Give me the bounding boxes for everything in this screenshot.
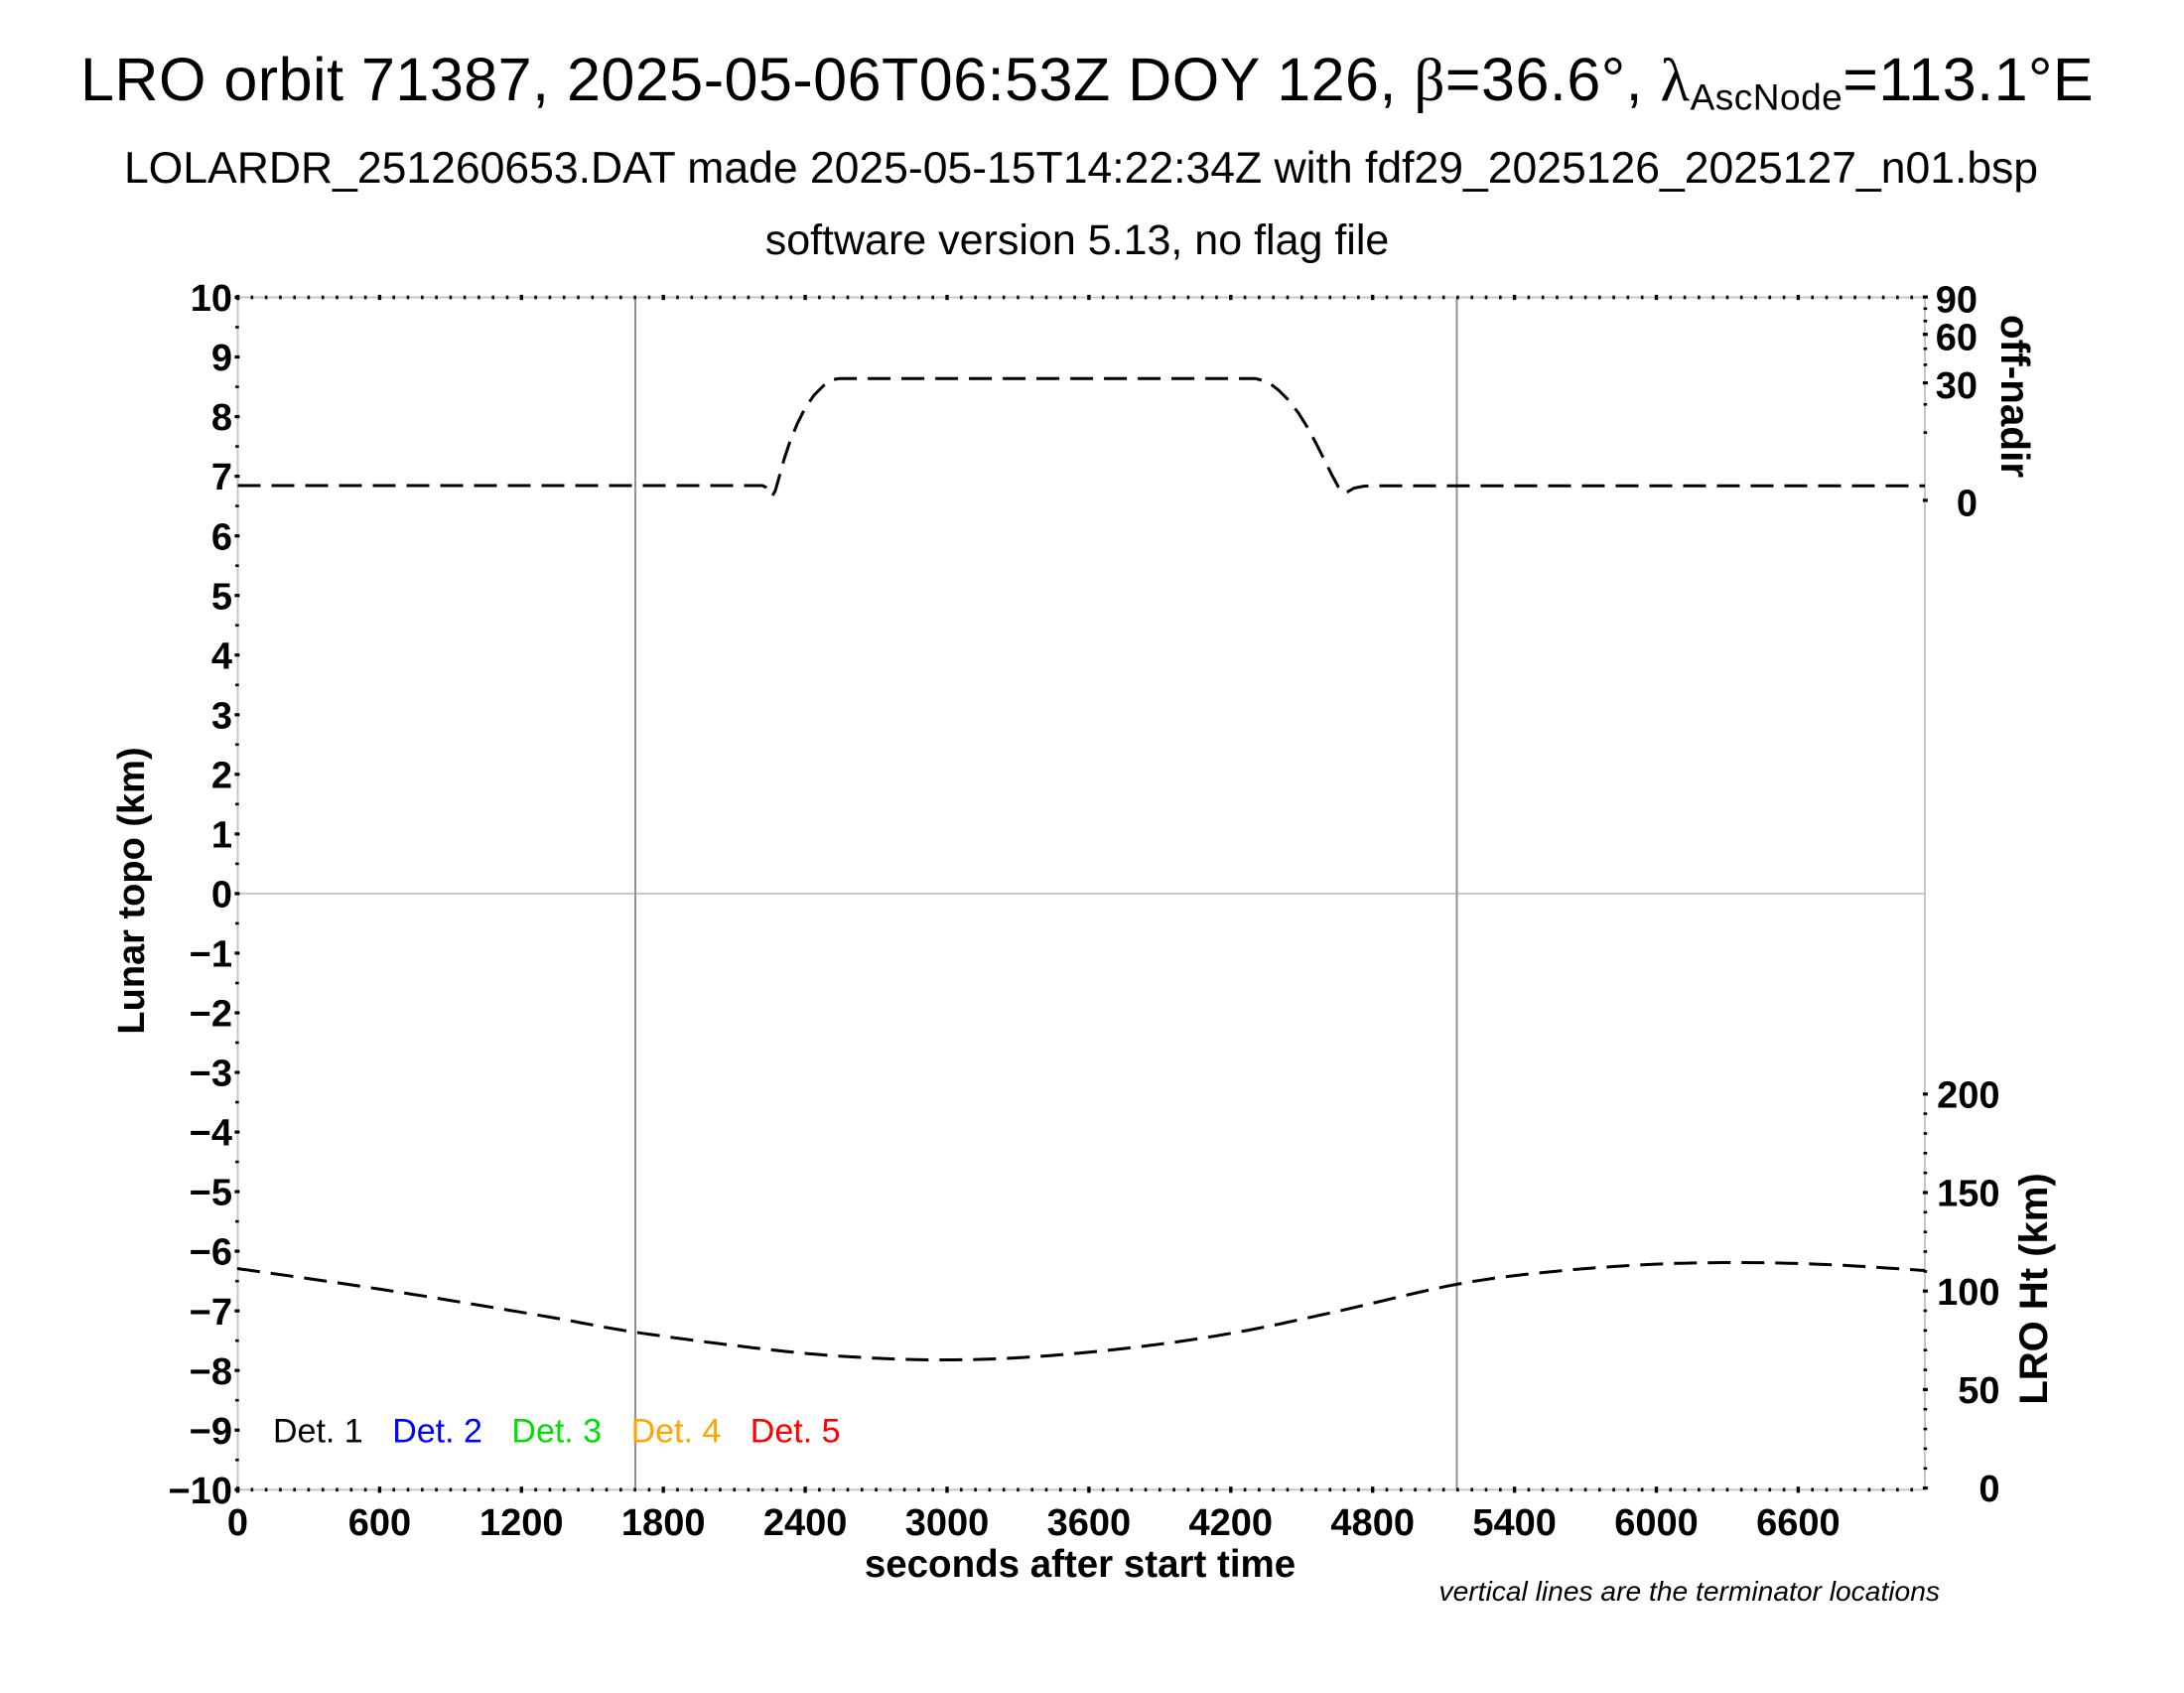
svg-text:Lunar topo (km): Lunar topo (km) — [111, 747, 153, 1034]
svg-text:software version 5.13, no flag: software version 5.13, no flag file — [765, 216, 1390, 264]
svg-text:90: 90 — [1936, 280, 1978, 322]
svg-text:100: 100 — [1937, 1272, 1999, 1314]
svg-text:5: 5 — [211, 576, 232, 618]
svg-text:LRO orbit 71387, 2025-05-06T06: LRO orbit 71387, 2025-05-06T06:53Z DOY 1… — [80, 46, 2094, 118]
svg-text:off-nadir: off-nadir — [1992, 315, 2038, 478]
svg-text:7: 7 — [211, 457, 232, 498]
svg-text:6000: 6000 — [1614, 1502, 1699, 1544]
svg-text:4800: 4800 — [1330, 1502, 1415, 1544]
svg-text:1800: 1800 — [621, 1502, 706, 1544]
svg-text:150: 150 — [1937, 1174, 1999, 1215]
svg-text:1200: 1200 — [479, 1502, 564, 1544]
svg-text:Det. 4: Det. 4 — [631, 1412, 722, 1450]
svg-text:−1: −1 — [190, 934, 232, 976]
svg-text:0: 0 — [1957, 484, 1978, 525]
svg-text:3: 3 — [211, 695, 232, 737]
svg-text:0: 0 — [1979, 1469, 1999, 1510]
svg-text:4200: 4200 — [1189, 1502, 1274, 1544]
svg-text:−3: −3 — [190, 1054, 232, 1095]
svg-text:6: 6 — [211, 516, 232, 558]
svg-text:Det. 1: Det. 1 — [273, 1412, 363, 1450]
svg-text:−4: −4 — [190, 1113, 232, 1155]
svg-text:0: 0 — [211, 875, 232, 917]
svg-text:1: 1 — [211, 814, 232, 856]
svg-text:Det. 2: Det. 2 — [392, 1412, 482, 1450]
svg-text:−10: −10 — [169, 1471, 232, 1512]
svg-text:200: 200 — [1937, 1074, 1999, 1116]
svg-text:6600: 6600 — [1756, 1502, 1841, 1544]
svg-text:2400: 2400 — [763, 1502, 848, 1544]
svg-text:5400: 5400 — [1472, 1502, 1557, 1544]
svg-text:2: 2 — [211, 755, 232, 796]
svg-text:10: 10 — [191, 278, 232, 320]
svg-text:LRO Ht (km): LRO Ht (km) — [2012, 1173, 2056, 1404]
svg-text:−2: −2 — [190, 994, 232, 1036]
svg-text:4: 4 — [211, 635, 232, 677]
svg-text:3000: 3000 — [905, 1502, 990, 1544]
svg-text:9: 9 — [211, 338, 232, 379]
svg-text:−7: −7 — [190, 1292, 232, 1334]
svg-text:vertical lines are the termina: vertical lines are the terminator locati… — [1439, 1575, 1940, 1607]
svg-text:−8: −8 — [190, 1351, 232, 1393]
svg-text:Det. 5: Det. 5 — [751, 1412, 841, 1450]
svg-text:Det. 3: Det. 3 — [511, 1412, 602, 1450]
svg-text:−9: −9 — [190, 1411, 232, 1453]
svg-text:30: 30 — [1936, 365, 1978, 407]
svg-text:seconds after start time: seconds after start time — [865, 1543, 1296, 1586]
svg-text:LOLARDR_251260653.DAT made 202: LOLARDR_251260653.DAT made 2025-05-15T14… — [124, 144, 2038, 193]
svg-text:0: 0 — [227, 1502, 248, 1544]
svg-text:−6: −6 — [190, 1232, 232, 1274]
svg-text:−5: −5 — [190, 1173, 232, 1214]
svg-text:600: 600 — [348, 1502, 411, 1544]
svg-text:60: 60 — [1936, 317, 1978, 358]
svg-text:50: 50 — [1958, 1370, 1999, 1412]
svg-text:8: 8 — [211, 397, 232, 439]
svg-text:3600: 3600 — [1047, 1502, 1132, 1544]
